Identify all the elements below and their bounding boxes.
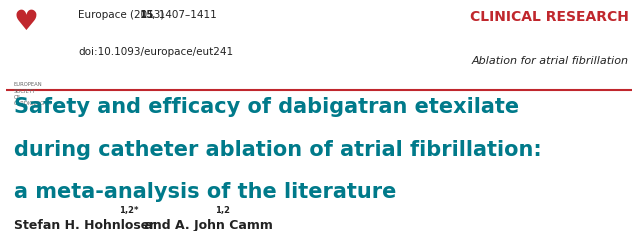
Text: and A. John Camm: and A. John Camm [140, 219, 272, 231]
Text: Safety and efficacy of dabigatran etexilate: Safety and efficacy of dabigatran etexil… [14, 97, 519, 117]
Text: Ablation for atrial fibrillation: Ablation for atrial fibrillation [471, 56, 628, 66]
Text: Stefan H. Hohnloser: Stefan H. Hohnloser [14, 219, 155, 231]
Text: 1,2*: 1,2* [119, 206, 138, 215]
Text: 1,2: 1,2 [214, 206, 230, 215]
Text: a meta-analysis of the literature: a meta-analysis of the literature [14, 182, 396, 202]
Text: during catheter ablation of atrial fibrillation:: during catheter ablation of atrial fibri… [14, 140, 542, 160]
Text: 15: 15 [140, 10, 154, 20]
Text: , 1407–1411: , 1407–1411 [152, 10, 217, 20]
Text: EUROPEAN
SOCIETY
OF
CARDIOLOGY®: EUROPEAN SOCIETY OF CARDIOLOGY® [14, 82, 53, 106]
Text: ♥: ♥ [14, 8, 39, 36]
Text: Europace (2013): Europace (2013) [78, 10, 168, 20]
Text: CLINICAL RESEARCH: CLINICAL RESEARCH [470, 10, 628, 24]
Text: doi:10.1093/europace/eut241: doi:10.1093/europace/eut241 [78, 47, 234, 57]
